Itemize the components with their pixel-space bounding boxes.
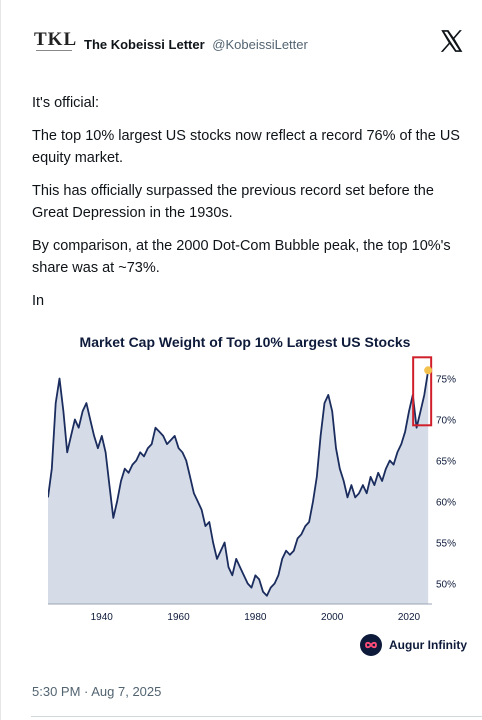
tweet-timestamp[interactable]: 5:30 PM · Aug 7, 2025 bbox=[32, 684, 162, 699]
author-handle[interactable]: @KobeissiLetter bbox=[212, 37, 308, 52]
logo-underline bbox=[36, 50, 72, 54]
tweet-paragraph: In bbox=[32, 293, 45, 309]
highlight-box bbox=[412, 356, 433, 427]
x-logo-icon[interactable] bbox=[438, 28, 464, 54]
brand-name: Augur Infinity bbox=[389, 638, 467, 652]
highlight-marker bbox=[424, 366, 433, 375]
tweet-paragraph: This has officially surpassed the previo… bbox=[32, 183, 434, 221]
y-tick-label: 65% bbox=[436, 457, 456, 468]
card-border bbox=[0, 0, 1, 720]
y-tick-label: 70% bbox=[436, 416, 456, 427]
y-tick-label: 75% bbox=[436, 375, 456, 386]
x-tick-label: 1980 bbox=[244, 612, 267, 623]
infinity-logo-icon bbox=[360, 634, 382, 656]
y-tick-label: 55% bbox=[436, 539, 456, 550]
x-tick-label: 2020 bbox=[398, 612, 421, 623]
tweet-header: TKL The Kobeissi Letter @KobeissiLetter bbox=[34, 28, 464, 62]
tweet-body: It's official: The top 10% largest US st… bbox=[32, 92, 464, 323]
x-tick-label: 1940 bbox=[91, 612, 114, 623]
x-tick-label: 2000 bbox=[321, 612, 344, 623]
author-logo-text: TKL bbox=[34, 29, 78, 50]
chart-brand: Augur Infinity bbox=[360, 634, 467, 656]
chart-svg: 1940 1960 1980 2000 2020 50% 55% 60% 65% 70% 75% bbox=[48, 356, 456, 623]
y-tick-label: 50% bbox=[436, 580, 456, 591]
author-line: The Kobeissi Letter @KobeissiLetter bbox=[84, 37, 308, 52]
chart-title: Market Cap Weight of Top 10% Largest US … bbox=[79, 334, 411, 350]
y-tick-label: 60% bbox=[436, 498, 456, 509]
tweet-paragraph: By comparison, at the 2000 Dot-Com Bubbl… bbox=[32, 238, 451, 276]
tweet-paragraph: It's official: bbox=[32, 95, 99, 111]
divider bbox=[31, 716, 482, 717]
series-line bbox=[48, 370, 430, 597]
author-name[interactable]: The Kobeissi Letter bbox=[84, 37, 205, 52]
x-tick-label: 1960 bbox=[167, 612, 190, 623]
author-avatar[interactable]: TKL bbox=[34, 29, 78, 58]
chart-image[interactable]: Market Cap Weight of Top 10% Largest US … bbox=[48, 330, 468, 660]
tweet-paragraph: The top 10% largest US stocks now reflec… bbox=[32, 128, 460, 166]
